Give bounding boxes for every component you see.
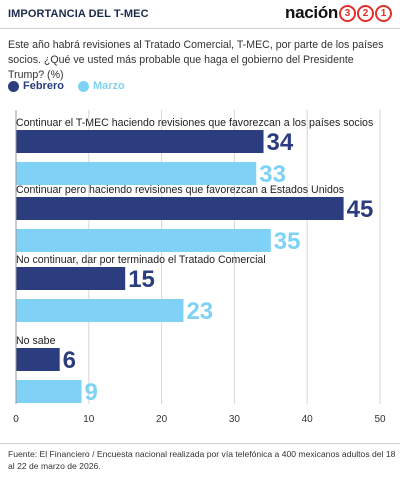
bar-febrero — [16, 130, 264, 153]
data-label: 35 — [274, 228, 301, 255]
x-tick-label: 0 — [13, 414, 19, 425]
bar-marzo — [16, 162, 257, 185]
header-bar: IMPORTANCIA DEL T-MEC nación 3 2 1 — [0, 0, 400, 28]
brand-digit-3: 1 — [375, 4, 392, 22]
bar-febrero — [16, 267, 126, 290]
legend-swatch-marzo — [77, 80, 89, 92]
bar-chart: 0 10 20 30 40 50 Continuar el T-MEC haciendo r… — [13, 110, 386, 425]
survey-question: Este año habrá revisiones al Tratado Com… — [8, 39, 384, 81]
data-label: 33 — [259, 161, 286, 188]
footer-divider — [0, 443, 400, 444]
data-label: 45 — [347, 196, 374, 223]
x-tick-label: 30 — [229, 414, 241, 425]
bar-marzo — [16, 380, 82, 403]
chart-legend: Febrero Marzo — [8, 80, 139, 92]
data-label: 9 — [85, 379, 98, 406]
bar-marzo — [16, 229, 271, 252]
category-label: No continuar, dar por terminado el Trata… — [16, 254, 266, 266]
section-kicker: IMPORTANCIA DEL T-MEC — [8, 8, 149, 20]
legend-label-febrero: Febrero — [23, 80, 64, 92]
legend-item-marzo: Marzo — [77, 80, 125, 92]
x-tick-label: 20 — [156, 414, 168, 425]
brand-digit-1: 3 — [339, 4, 356, 22]
data-label: 6 — [63, 347, 76, 374]
x-tick-label: 10 — [83, 414, 95, 425]
category-label: Continuar pero haciendo revisiones que f… — [16, 184, 344, 196]
source-note: Fuente: El Financiero / Encuesta naciona… — [8, 449, 396, 471]
bar-febrero — [16, 348, 60, 371]
legend-swatch-febrero — [8, 80, 19, 92]
x-tick-label: 50 — [374, 414, 386, 425]
legend-item-febrero: Febrero — [8, 80, 64, 92]
x-tick-label: 40 — [302, 414, 314, 425]
brand-logo: nación 3 2 1 — [285, 3, 392, 23]
category-label: No sabe — [16, 335, 56, 347]
header-divider — [0, 28, 400, 29]
data-label: 34 — [267, 129, 294, 156]
bar-marzo — [16, 299, 184, 322]
category-label: Continuar el T-MEC haciendo revisiones q… — [16, 117, 373, 129]
data-label: 23 — [186, 298, 213, 325]
data-label: 15 — [128, 266, 155, 293]
bar-febrero — [16, 197, 344, 220]
brand-wordmark: nación — [285, 3, 338, 22]
brand-digit-2: 2 — [357, 4, 374, 22]
legend-label-marzo: Marzo — [92, 80, 125, 92]
